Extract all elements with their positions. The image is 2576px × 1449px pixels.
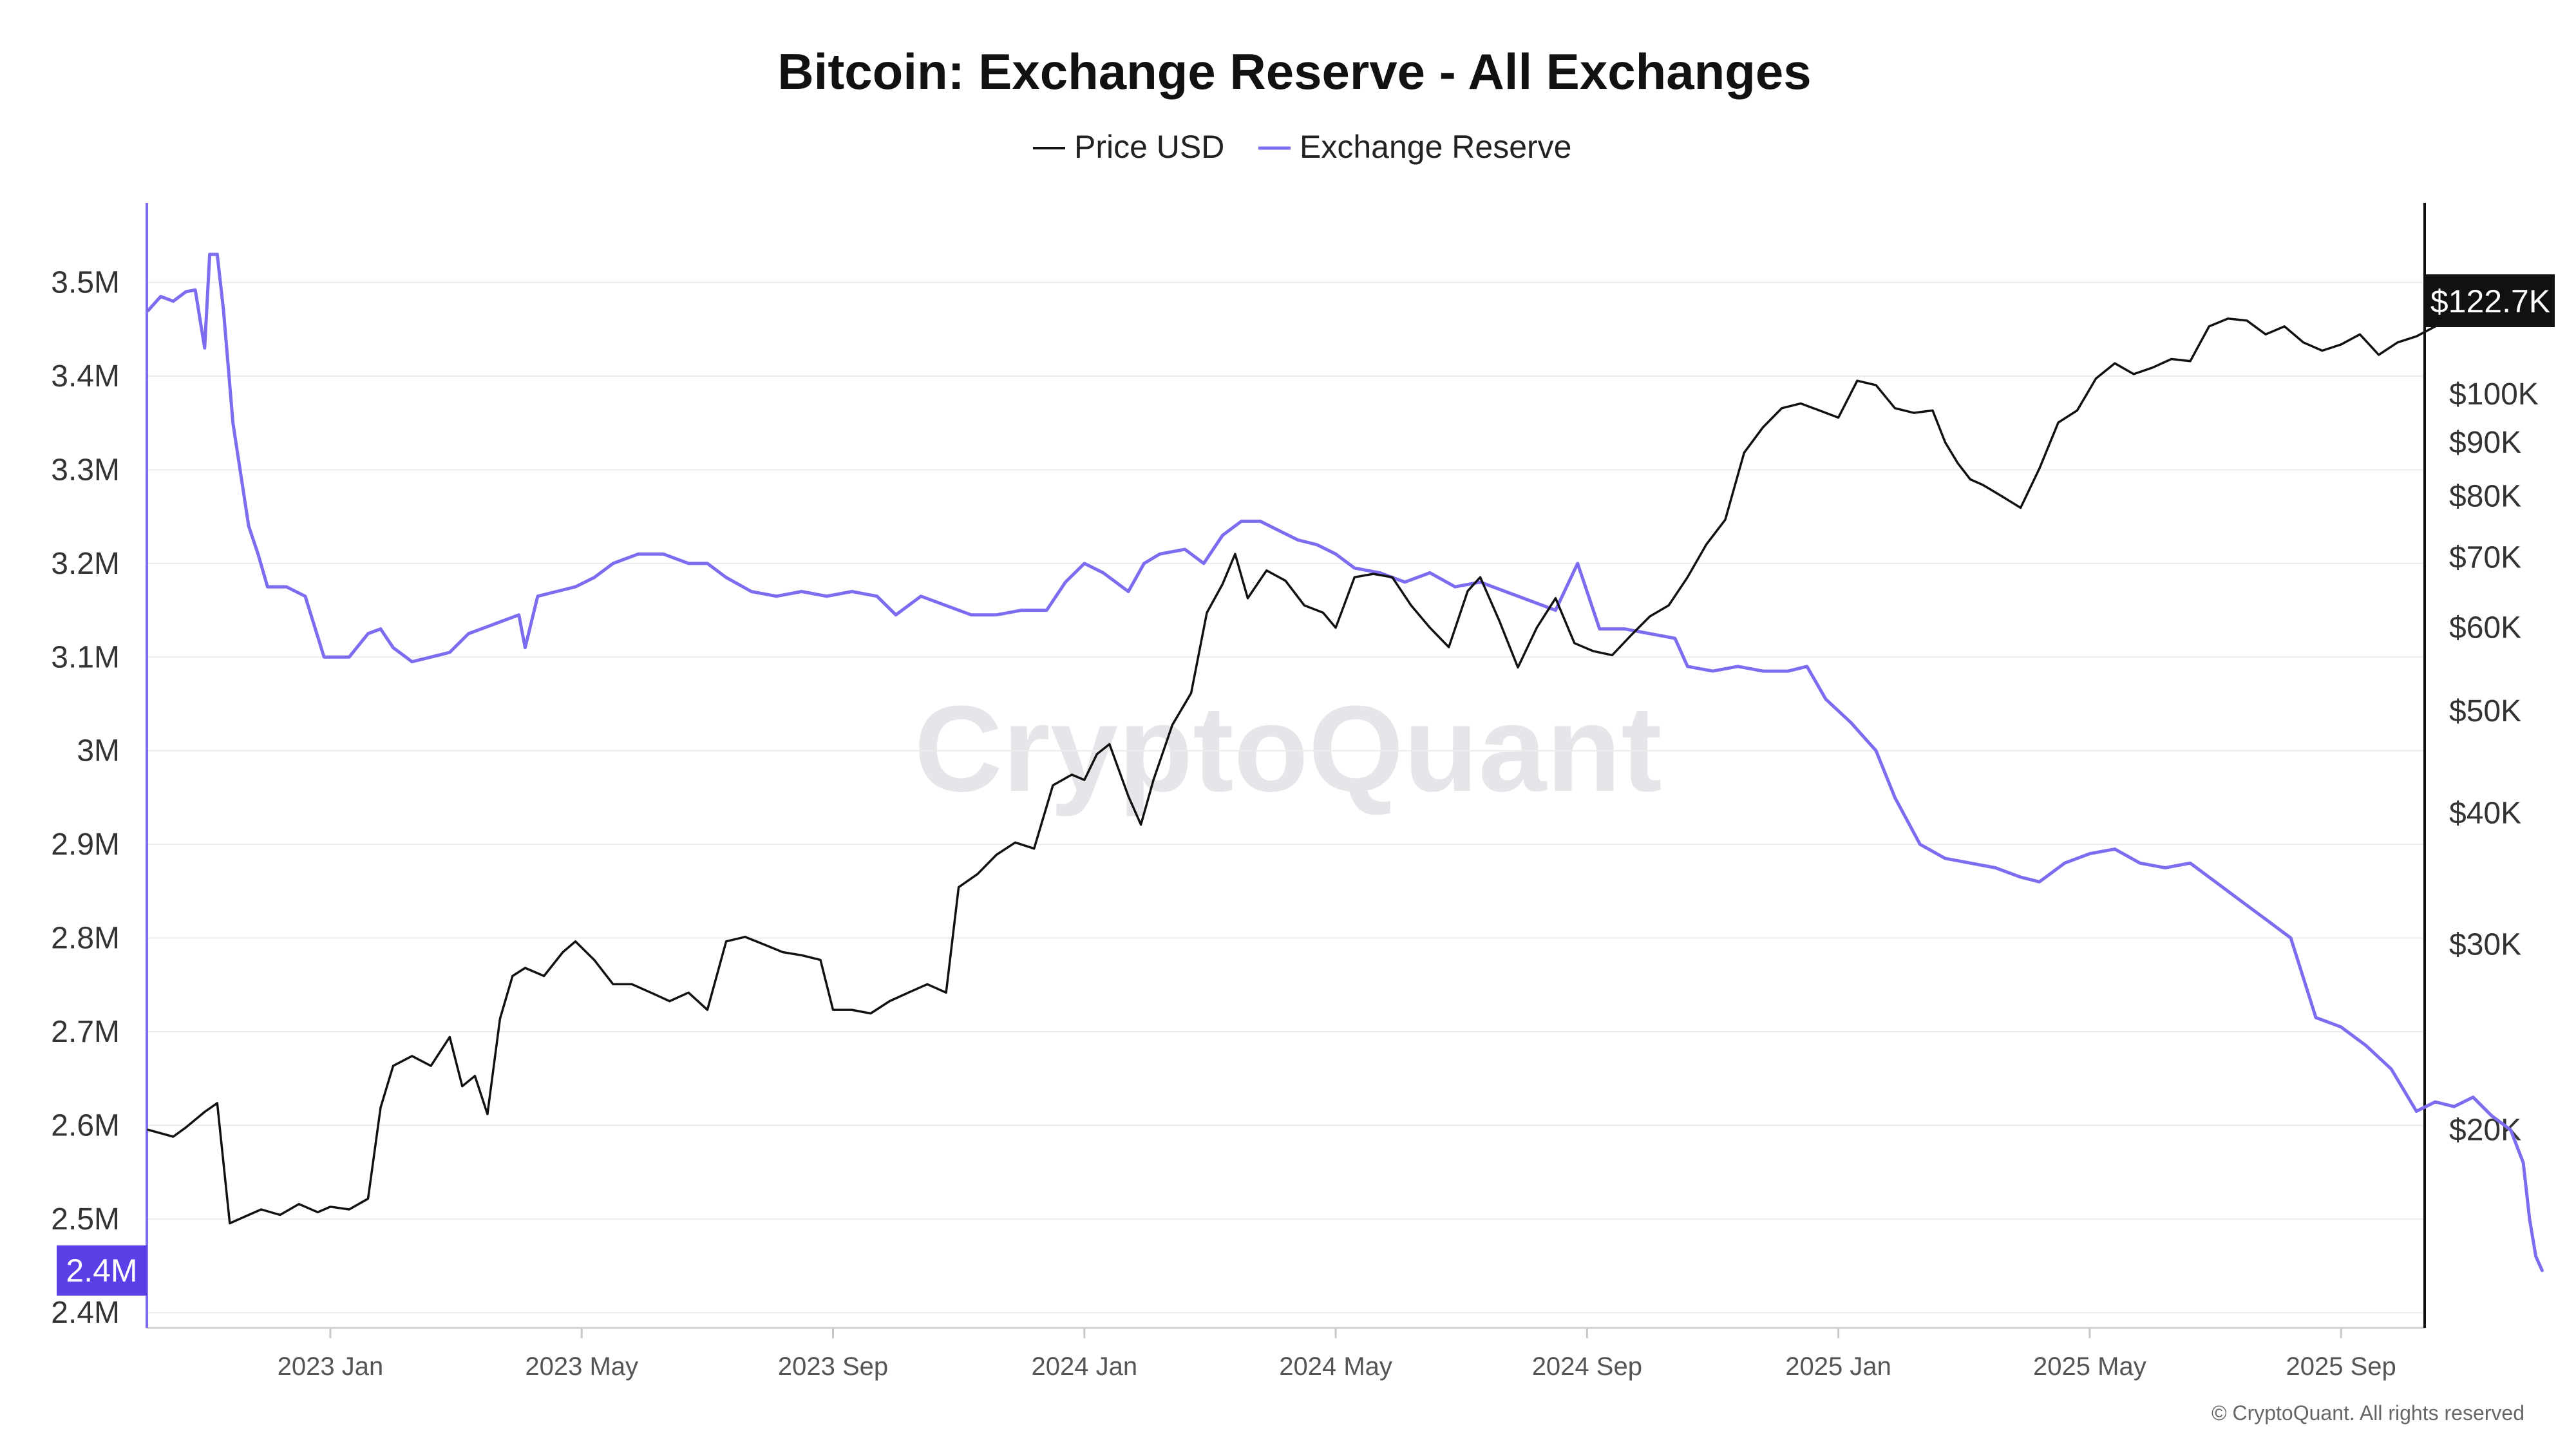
copyright: © CryptoQuant. All rights reserved	[2211, 1401, 2524, 1425]
legend-reserve-label: Exchange Reserve	[1300, 129, 1571, 165]
right-tick-label: $40K	[2449, 796, 2521, 830]
current-price-badge: $122.7K	[2426, 274, 2555, 327]
legend-price-label: Price USD	[1074, 129, 1224, 165]
left-tick-label: 2.6M	[51, 1108, 120, 1142]
left-tick-label: 3.4M	[51, 359, 120, 393]
left-tick-label: 2.5M	[51, 1202, 120, 1236]
current-price-label: $122.7K	[2430, 283, 2550, 319]
x-tick-label: 2023 Sep	[778, 1352, 888, 1381]
watermark: CryptoQuant	[914, 681, 1662, 817]
right-tick-label: $80K	[2449, 479, 2521, 513]
left-tick-label: 2.7M	[51, 1015, 120, 1049]
left-tick-label: 2.8M	[51, 922, 120, 956]
series	[146, 252, 2544, 1273]
right-tick-label: $30K	[2449, 928, 2521, 962]
left-tick-label: 3M	[77, 734, 120, 768]
grid	[148, 281, 2423, 1314]
series-line-exchange-reserve	[146, 252, 2544, 1273]
series-line-price-usd	[147, 299, 2512, 1225]
x-tick-label: 2024 Sep	[1532, 1352, 1642, 1381]
right-axis-ticks: $100K$90K$80K$70K$60K$50K$40K$30K$20K	[2449, 377, 2539, 1147]
right-tick-label: $100K	[2449, 377, 2539, 412]
left-tick-label: 3.3M	[51, 453, 120, 487]
legend: Price USD Exchange Reserve	[1033, 129, 1571, 165]
left-tick-label: 3.1M	[51, 640, 120, 674]
right-tick-label: $70K	[2449, 540, 2521, 574]
left-tick-label: 2.4M	[51, 1296, 120, 1330]
current-reserve-badge: 2.4M	[57, 1245, 147, 1296]
left-tick-label: 2.9M	[51, 828, 120, 862]
x-tick-label: 2025 May	[2033, 1352, 2146, 1381]
x-tick-label: 2025 Jan	[1785, 1352, 1891, 1381]
left-tick-label: 3.2M	[51, 547, 120, 581]
chart-title: Bitcoin: Exchange Reserve - All Exchange…	[777, 43, 1811, 100]
x-tick-label: 2023 May	[525, 1352, 638, 1381]
right-tick-label: $90K	[2449, 426, 2521, 460]
x-axis-ticks: 2023 Jan 2023 May 2023 Sep 2024 Jan 2024 May…	[278, 1328, 2396, 1381]
current-reserve-label: 2.4M	[66, 1253, 137, 1289]
x-tick-label: 2023 Jan	[278, 1352, 384, 1381]
right-tick-label: $50K	[2449, 694, 2521, 728]
left-axis-ticks: 3.5M 3.4M 3.3M 3.2M 3.1M 3M 2.9M 2.8M 2.7M 2.6M 2.…	[51, 266, 120, 1331]
current-reserve-badge-bg	[57, 1245, 147, 1296]
x-tick-label: 2024 Jan	[1031, 1352, 1137, 1381]
x-tick-label: 2024 May	[1279, 1352, 1392, 1381]
right-tick-label: $60K	[2449, 611, 2521, 645]
left-tick-label: 3.5M	[51, 266, 120, 300]
current-price-badge-bg	[2426, 274, 2555, 327]
x-tick-label: 2025 Sep	[2286, 1352, 2396, 1381]
